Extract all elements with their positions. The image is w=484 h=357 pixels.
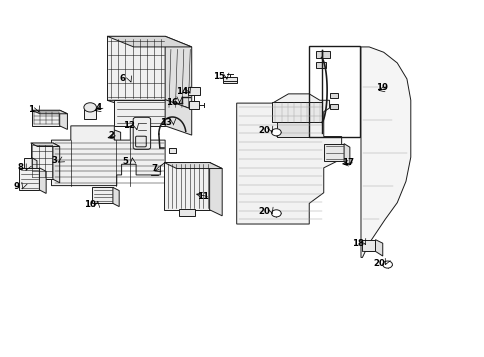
Polygon shape <box>32 110 60 126</box>
Bar <box>84 126 89 130</box>
Text: 3: 3 <box>52 156 58 165</box>
Polygon shape <box>360 47 410 257</box>
Text: 17: 17 <box>341 158 353 167</box>
Text: 20: 20 <box>372 258 384 268</box>
Text: 14: 14 <box>176 87 188 96</box>
Text: 2: 2 <box>108 131 114 140</box>
Polygon shape <box>223 77 236 83</box>
Polygon shape <box>189 101 198 109</box>
Text: 6: 6 <box>120 74 125 84</box>
Text: 18: 18 <box>351 239 363 248</box>
Polygon shape <box>151 171 158 175</box>
Polygon shape <box>362 240 375 251</box>
Polygon shape <box>272 102 322 122</box>
Text: 20: 20 <box>258 126 270 135</box>
Circle shape <box>271 210 281 217</box>
Text: 11: 11 <box>197 192 209 201</box>
Polygon shape <box>343 144 349 165</box>
Polygon shape <box>178 209 195 216</box>
Polygon shape <box>51 126 165 186</box>
Polygon shape <box>148 162 160 171</box>
Polygon shape <box>329 104 337 109</box>
Text: 10: 10 <box>84 200 96 208</box>
Bar <box>101 126 106 130</box>
Polygon shape <box>316 51 329 57</box>
Circle shape <box>84 103 96 112</box>
FancyBboxPatch shape <box>133 117 151 149</box>
Text: 12: 12 <box>122 121 135 130</box>
Polygon shape <box>39 168 46 193</box>
Polygon shape <box>113 187 119 207</box>
Bar <box>92 126 97 130</box>
Text: 16: 16 <box>166 97 178 106</box>
Text: 4: 4 <box>95 103 101 112</box>
Polygon shape <box>188 87 199 95</box>
Polygon shape <box>114 100 165 126</box>
Polygon shape <box>375 240 382 256</box>
Text: 19: 19 <box>375 83 387 92</box>
Polygon shape <box>135 146 147 158</box>
FancyBboxPatch shape <box>136 136 146 147</box>
Polygon shape <box>84 108 96 119</box>
Text: 5: 5 <box>122 157 128 166</box>
Text: 1: 1 <box>28 105 33 114</box>
Text: 7: 7 <box>151 164 157 173</box>
Polygon shape <box>30 143 53 179</box>
Polygon shape <box>60 110 67 130</box>
Polygon shape <box>53 143 60 183</box>
Polygon shape <box>24 158 32 168</box>
Polygon shape <box>323 144 343 161</box>
Text: 8: 8 <box>17 164 23 172</box>
Bar <box>309 46 359 136</box>
Polygon shape <box>164 162 209 210</box>
Text: 20: 20 <box>258 207 270 216</box>
Polygon shape <box>107 36 165 100</box>
Polygon shape <box>236 94 341 224</box>
Polygon shape <box>329 93 337 99</box>
Bar <box>76 126 80 130</box>
Polygon shape <box>19 168 39 190</box>
Circle shape <box>271 129 281 136</box>
Circle shape <box>382 261 392 268</box>
Text: 15: 15 <box>213 72 225 81</box>
Polygon shape <box>277 122 309 136</box>
Polygon shape <box>107 100 191 109</box>
Polygon shape <box>209 162 222 216</box>
Polygon shape <box>71 130 113 139</box>
Polygon shape <box>32 158 37 171</box>
Polygon shape <box>168 148 175 153</box>
Polygon shape <box>91 187 113 203</box>
Polygon shape <box>316 62 325 68</box>
Polygon shape <box>113 130 121 142</box>
Polygon shape <box>32 110 67 114</box>
Polygon shape <box>30 143 60 146</box>
Text: 9: 9 <box>13 182 19 191</box>
Polygon shape <box>165 36 191 109</box>
Polygon shape <box>164 162 222 169</box>
Polygon shape <box>165 100 191 135</box>
Polygon shape <box>107 36 191 47</box>
Text: 13: 13 <box>160 118 172 127</box>
